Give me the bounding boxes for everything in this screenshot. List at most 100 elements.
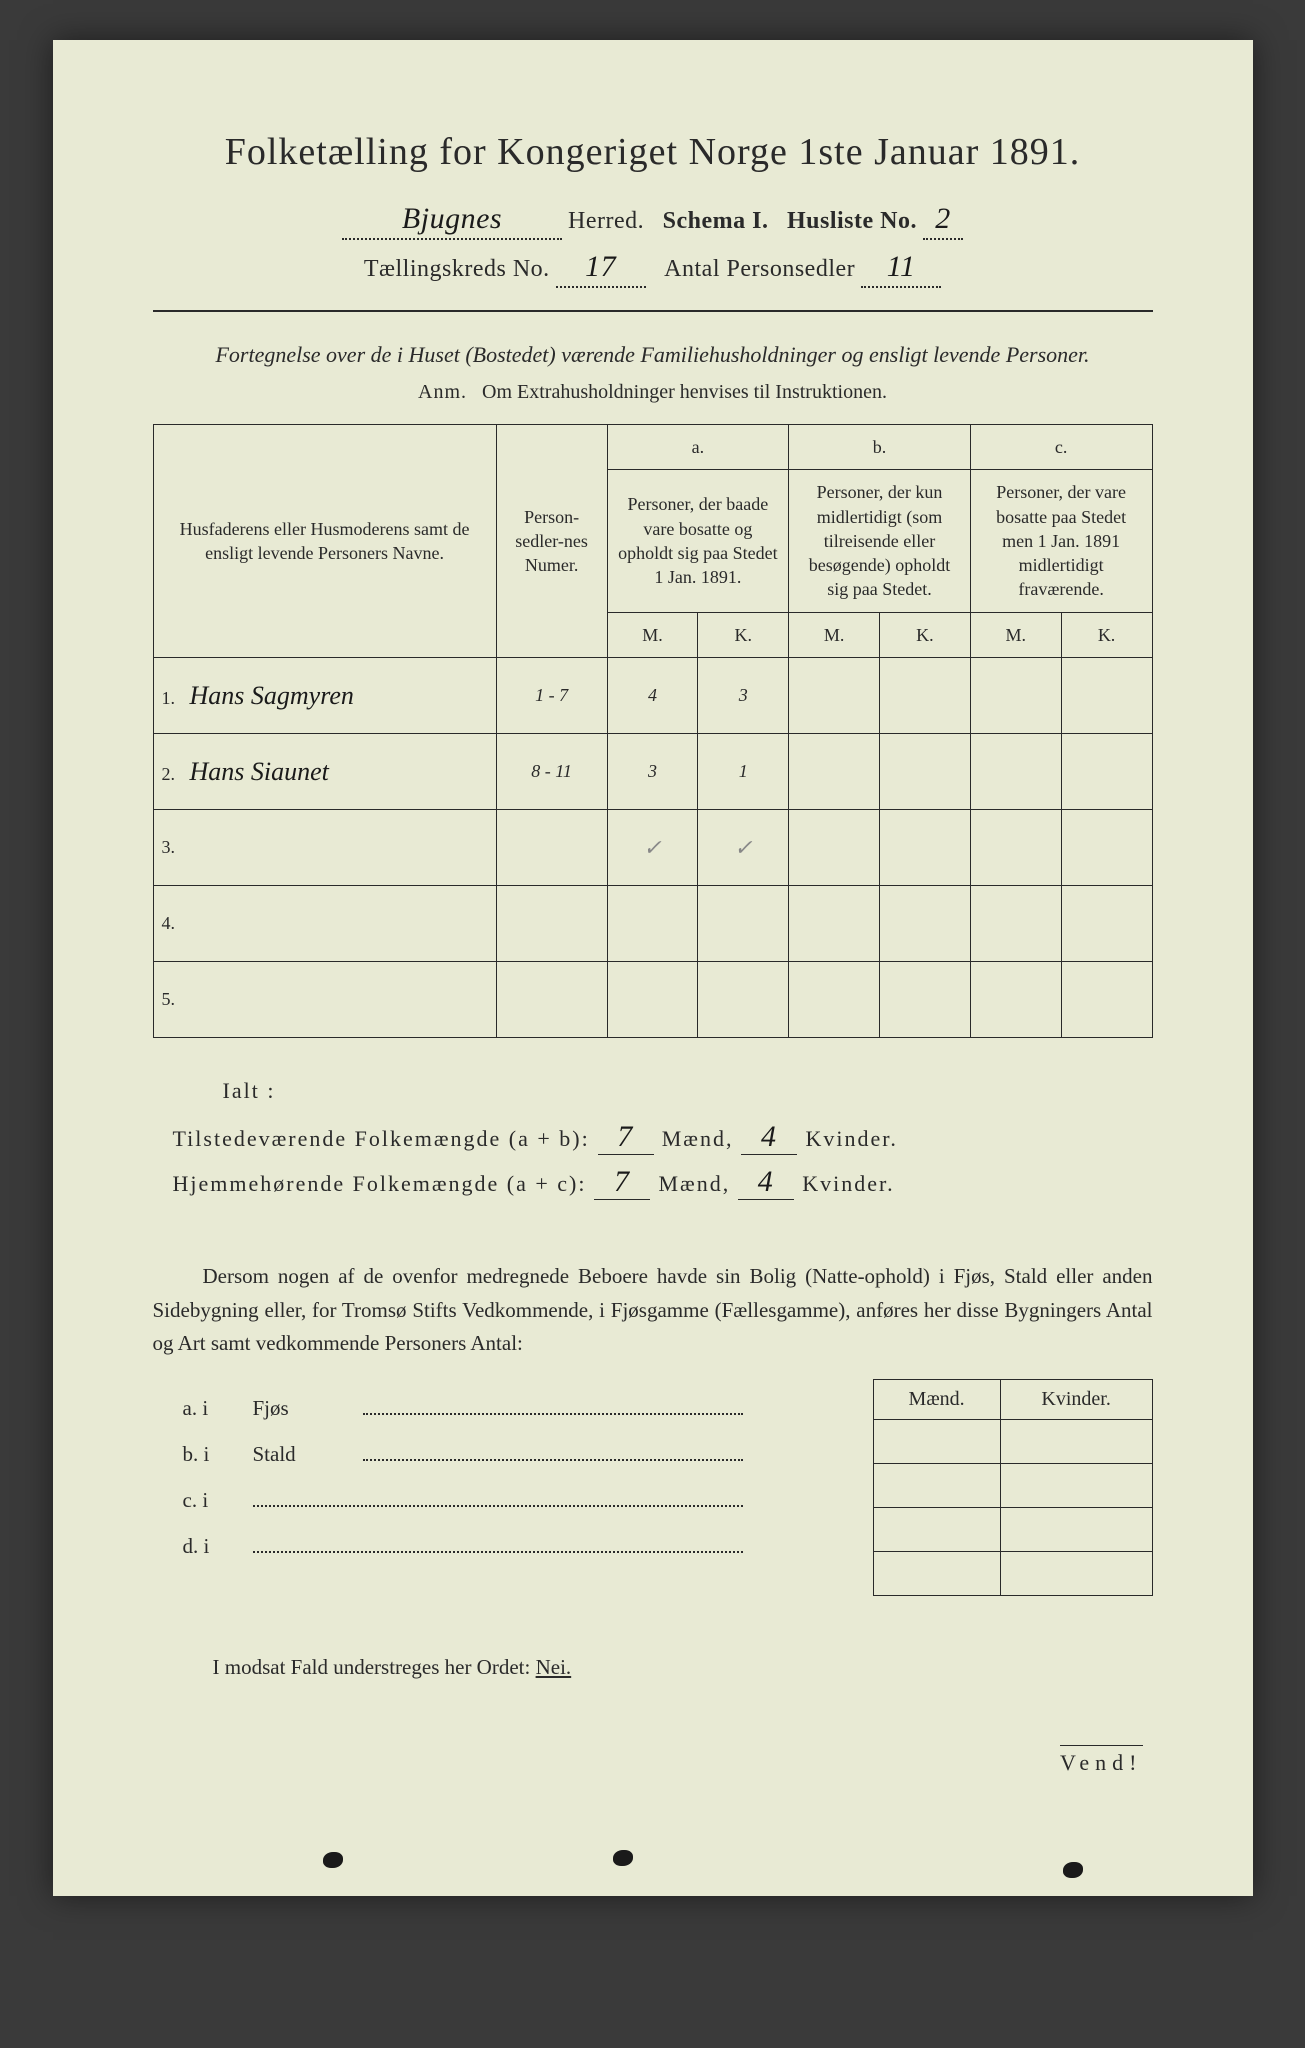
mk-cell (1000, 1551, 1152, 1595)
row-am: 3 (607, 734, 698, 810)
divider (153, 310, 1153, 312)
row-bm (789, 810, 880, 886)
row-cm (970, 886, 1061, 962)
sum2-k: 4 (758, 1165, 775, 1198)
row-numer (496, 886, 607, 962)
antal-field: 11 (861, 250, 941, 288)
header-line-1: Bjugnes Herred. Schema I. Husliste No. 2 (153, 202, 1153, 240)
list-item: b. i Stald (183, 1431, 873, 1477)
row-am: ✓ (607, 810, 698, 886)
row-name-cell: 1. Hans Sagmyren (153, 658, 496, 734)
annotation-line: Anm. Om Extrahusholdninger henvises til … (153, 381, 1153, 404)
mk-cell (873, 1463, 1000, 1507)
mk-cell (873, 1551, 1000, 1595)
table-body: 1. Hans Sagmyren 1 - 7 4 3 2. Hans Siaun… (153, 658, 1152, 1038)
col-numer: Person-sedler-nes Numer. (496, 425, 607, 658)
item-a-word: Fjøs (253, 1385, 363, 1431)
row-numer: 1 - 7 (496, 658, 607, 734)
mk-cell (873, 1419, 1000, 1463)
kvinder-label: Kvinder. (805, 1126, 897, 1152)
row-am: 4 (607, 658, 698, 734)
herred-label: Herred. (568, 208, 644, 235)
row-bk (880, 886, 971, 962)
item-b-word: Stald (253, 1431, 363, 1477)
dots-icon (363, 1459, 743, 1461)
mk-m: Mænd. (873, 1379, 1000, 1419)
dots-icon (253, 1505, 743, 1507)
maend-label-2: Mænd, (658, 1171, 730, 1197)
header-line-2: Tællingskreds No. 17 Antal Personsedler … (153, 250, 1153, 288)
row-name-cell: 5. (153, 962, 496, 1038)
list-item: d. i (183, 1523, 873, 1569)
c-k: K. (1061, 612, 1152, 657)
row-bk (880, 658, 971, 734)
husliste-field: 2 (923, 202, 963, 240)
maend-label: Mænd, (662, 1126, 734, 1152)
mk-cell (873, 1507, 1000, 1551)
row-ck (1061, 810, 1152, 886)
row-bk (880, 962, 971, 1038)
row-num: 2. (162, 764, 176, 784)
para-text: Dersom nogen af de ovenfor medregnede Be… (153, 1264, 1153, 1355)
sum2-label: Hjemmehørende Folkemængde (a + c): (173, 1171, 587, 1197)
b-m: M. (789, 612, 880, 657)
row-bm (789, 962, 880, 1038)
c-m: M. (970, 612, 1061, 657)
row-num: 1. (162, 688, 176, 708)
dots-icon (363, 1413, 743, 1415)
census-form-page: Folketælling for Kongeriget Norge 1ste J… (53, 40, 1253, 1896)
ialt-label: Ialt : (223, 1078, 1153, 1104)
table-row: 2. Hans Siaunet 8 - 11 3 1 (153, 734, 1152, 810)
a-k: K. (698, 612, 789, 657)
row-name-cell: 4. (153, 886, 496, 962)
schema-label: Schema I. (663, 208, 769, 235)
subtitle: Fortegnelse over de i Huset (Bostedet) v… (153, 338, 1153, 371)
col-a-label: a. (607, 425, 789, 470)
census-table: Husfaderens eller Husmoderens samt de en… (153, 424, 1153, 1038)
row-bm (789, 886, 880, 962)
anm-text: Om Extrahusholdninger henvises til Instr… (482, 381, 887, 403)
sum1-m-field: 7 (598, 1120, 654, 1155)
row-name-cell: 2. Hans Siaunet (153, 734, 496, 810)
row-name-cell: 3. (153, 810, 496, 886)
summary-line-1: Tilstedeværende Folkemængde (a + b): 7 M… (173, 1120, 1153, 1155)
kreds-value: 17 (585, 250, 616, 283)
row-bk (880, 734, 971, 810)
antal-value: 11 (887, 250, 916, 283)
table-row: 3. ✓ ✓ (153, 810, 1152, 886)
row-bm (789, 734, 880, 810)
table-head: Husfaderens eller Husmoderens samt de en… (153, 425, 1152, 658)
ink-blob-icon (613, 1850, 633, 1866)
building-section: Mænd. Kvinder. a. i Fjøs b. i Stald c. i (153, 1385, 1153, 1605)
list-item: a. i Fjøs (183, 1385, 873, 1431)
row-ck (1061, 886, 1152, 962)
row-num: 4. (162, 913, 176, 933)
row-numer (496, 962, 607, 1038)
ink-blob-icon (1063, 1862, 1083, 1878)
kvinder-label-2: Kvinder. (802, 1171, 894, 1197)
row-ak (698, 962, 789, 1038)
summary-line-2: Hjemmehørende Folkemængde (a + c): 7 Mæn… (173, 1165, 1153, 1200)
row-am (607, 886, 698, 962)
mk-cell (1000, 1419, 1152, 1463)
col-a-text: Personer, der baade vare bosatte og opho… (607, 470, 789, 612)
mk-cell (1000, 1463, 1152, 1507)
row-ak: ✓ (698, 810, 789, 886)
mk-k: Kvinder. (1000, 1379, 1152, 1419)
kreds-field: 17 (556, 250, 646, 288)
row-num: 5. (162, 989, 176, 1009)
anm-lead: Anm. (418, 381, 467, 403)
row-ck (1061, 658, 1152, 734)
sum2-m-field: 7 (594, 1165, 650, 1200)
kreds-label: Tællingskreds No. (364, 256, 550, 283)
page-title: Folketælling for Kongeriget Norge 1ste J… (153, 130, 1153, 174)
row-name: Hans Sagmyren (190, 681, 354, 710)
row-cm (970, 734, 1061, 810)
col-c-label: c. (970, 425, 1152, 470)
row-ak (698, 886, 789, 962)
col-b-text: Personer, der kun midlertidigt (som tilr… (789, 470, 971, 612)
col-c-text: Personer, der vare bosatte paa Stedet me… (970, 470, 1152, 612)
husliste-value: 2 (935, 202, 951, 235)
col-names: Husfaderens eller Husmoderens samt de en… (153, 425, 496, 658)
row-ck (1061, 962, 1152, 1038)
